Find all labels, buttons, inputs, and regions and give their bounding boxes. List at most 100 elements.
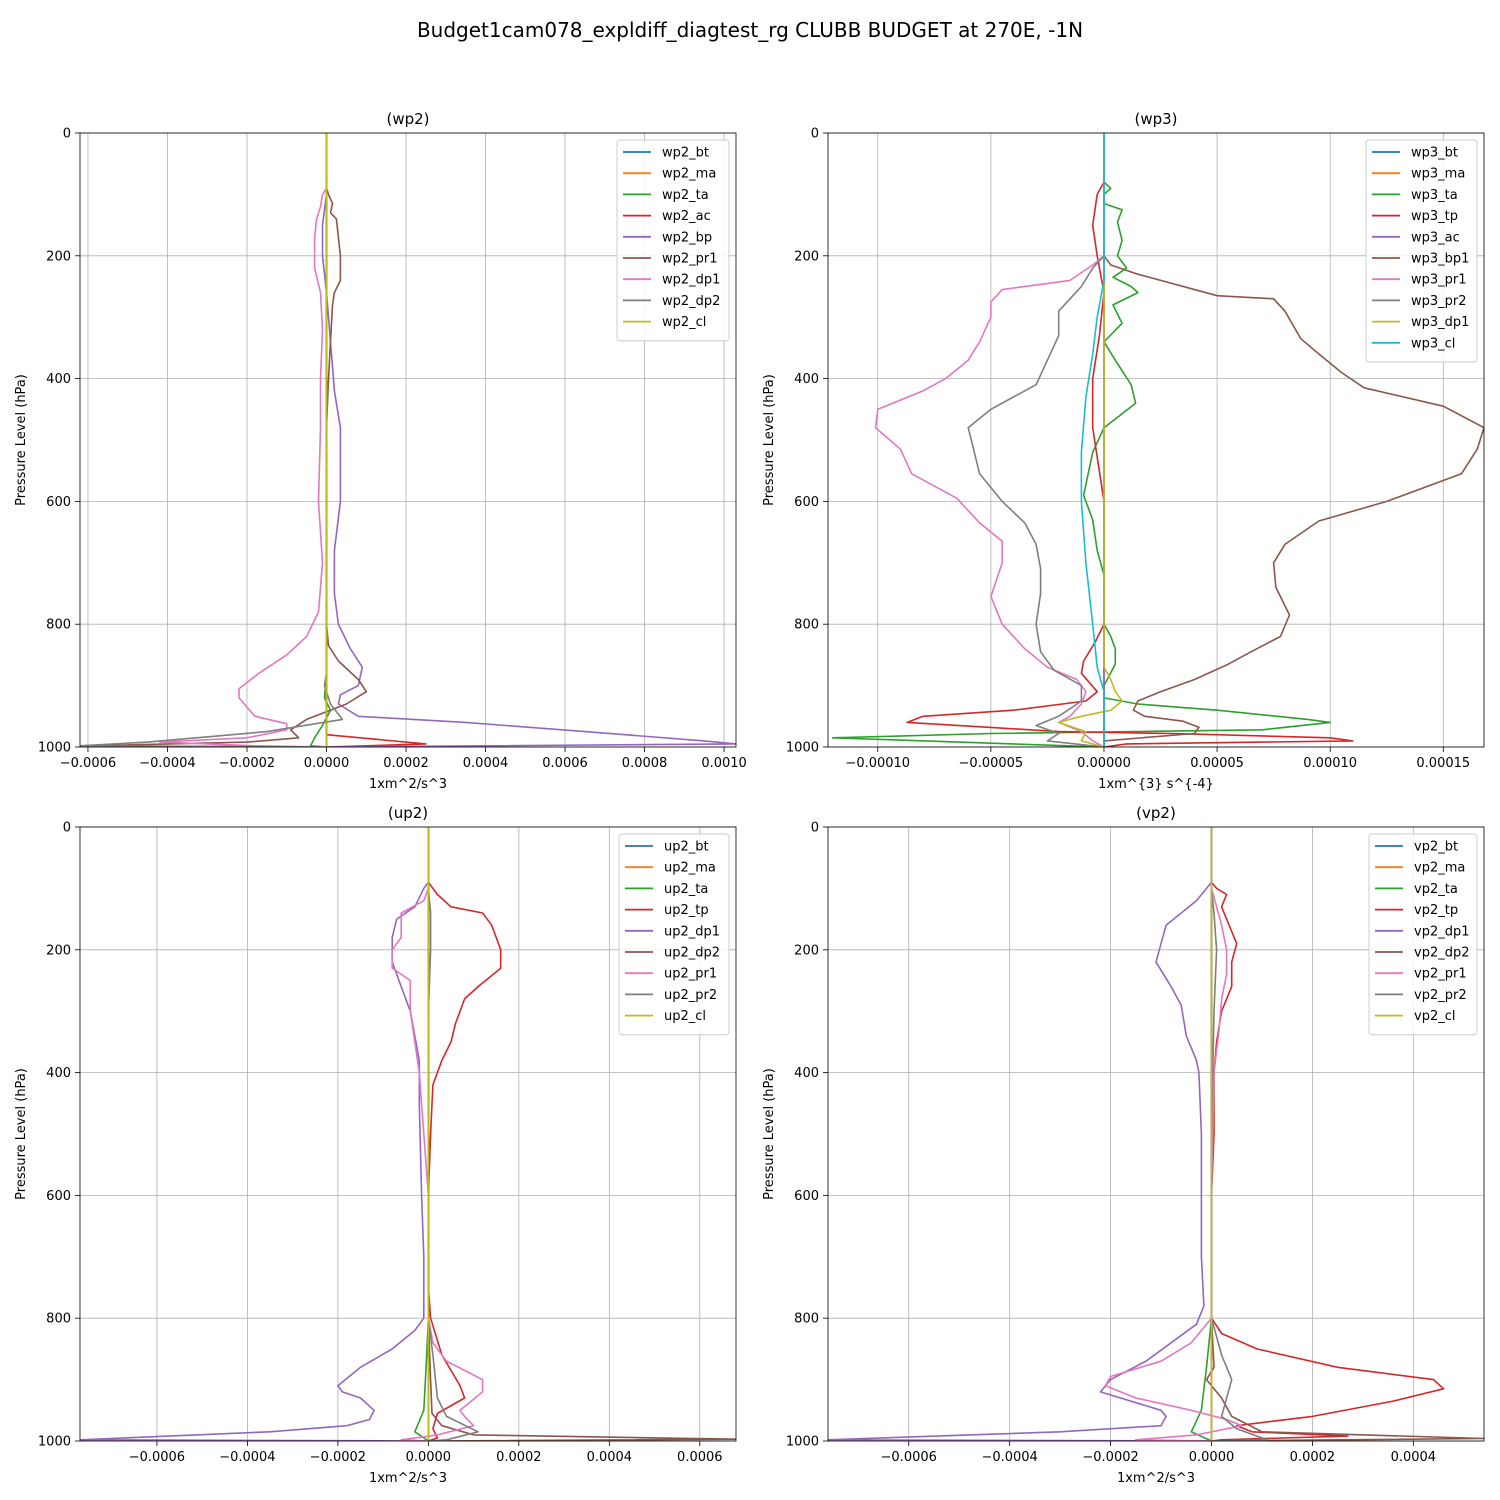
x-tick-label: 0.0006 [542,756,588,771]
y-tick-label: 600 [46,495,71,510]
legend-label: up2_cl [664,1009,706,1024]
series-group [828,827,1484,1441]
y-axis-label: Pressure Level (hPa) [762,1068,777,1200]
y-tick-label: 200 [46,249,71,264]
subplot-3: −0.0006 −0.0004 −0.0002 0.0000 0.0002 0.0004 0… [762,804,1485,1486]
legend-label: wp2_ac [662,209,711,224]
y-tick-label: 800 [794,1312,819,1327]
series-line-wp3_cl [1080,133,1105,747]
y-axis-label: Pressure Level (hPa) [14,1068,29,1200]
subplot-title: (wp3) [1134,110,1177,128]
legend-label: vp2_ma [1414,861,1465,876]
legend-label: wp2_bp [662,230,712,245]
x-tick-label: −0.0002 [310,1450,366,1465]
x-tick-label: 0.0000 [1189,1450,1235,1465]
y-tick-label: 0 [63,821,71,836]
subplot-1: −0.00010 −0.00005 0.00000 0.00005 0.00010 0.0… [762,110,1485,792]
legend-label: vp2_pr1 [1414,967,1467,982]
plot-frame [827,132,1485,748]
x-axis-label: 1xm^2/s^3 [369,1471,447,1486]
y-axis-label: Pressure Level (hPa) [762,374,777,506]
y-tick-label: 200 [794,249,819,264]
y-tick-label: 400 [46,1066,71,1081]
legend-label: wp3_dp1 [1411,315,1469,330]
legend-label: vp2_ta [1414,882,1458,897]
x-tick-label: 0.0004 [463,756,509,771]
plot-frame [79,132,737,748]
y-tick-label: 400 [794,372,819,387]
series-line-up2_dp1 [80,827,430,1441]
x-tick-label: −0.0006 [129,1450,185,1465]
legend-label: wp3_pr1 [1411,273,1467,288]
x-tick-label: 0.00015 [1416,756,1470,771]
series-group [80,133,736,747]
series-line-wp3_dp1 [1057,133,1123,747]
x-tick-label: −0.0004 [139,756,195,771]
x-tick-label: −0.00005 [959,756,1024,771]
legend-box [1368,833,1478,1036]
legend-label: vp2_pr2 [1414,988,1467,1003]
legend-label: wp2_dp1 [662,273,720,288]
x-tick-label: 0.00000 [1077,756,1131,771]
x-tick-label: 0.0006 [677,1450,723,1465]
x-tick-label: −0.00010 [845,756,910,771]
legend: wp2_bt wp2_ma wp2_ta wp2_ac wp2_bp wp2_pr1 wp2… [616,139,730,342]
y-tick-label: 0 [63,127,71,142]
series-line-vp2_dp2 [1205,827,1484,1441]
series-line-vp2_dp1 [828,827,1213,1441]
legend-label: up2_tp [664,903,709,918]
legend-label: wp3_pr2 [1411,294,1467,309]
x-tick-label: −0.0006 [881,1450,937,1465]
x-tick-label: −0.0002 [1082,1450,1138,1465]
y-axis-label: Pressure Level (hPa) [14,374,29,506]
legend-box [618,833,730,1036]
x-tick-label: 0.0000 [406,1450,452,1465]
x-tick-label: 0.0010 [701,756,747,771]
legend-label: vp2_tp [1414,903,1458,918]
series-line-up2_pr1 [391,827,484,1441]
plot-frame [79,826,737,1442]
legend-label: up2_bt [664,840,709,855]
x-tick-label: 0.0004 [587,1450,633,1465]
x-tick-label: 0.0002 [496,1450,542,1465]
y-tick-label: 1000 [38,741,71,756]
legend-label: wp2_dp2 [662,294,720,309]
series-group [831,133,1484,747]
legend-label: wp3_ta [1411,188,1458,203]
y-tick-label: 200 [46,943,71,958]
x-tick-label: −0.0004 [219,1450,275,1465]
legend-label: up2_ma [664,861,716,876]
legend-label: wp2_ma [662,167,716,182]
series-line-up2_tp [427,827,502,1441]
y-tick-label: 200 [794,943,819,958]
legend-label: wp2_bt [662,146,709,161]
legend-label: wp2_pr1 [662,252,718,267]
legend-label: wp3_bt [1411,146,1458,161]
legend-label: up2_pr1 [664,967,717,982]
plot-frame [827,826,1485,1442]
y-tick-label: 0 [811,821,819,836]
subplot-title: (vp2) [1136,804,1176,822]
legend-label: wp3_cl [1411,336,1455,351]
legend-box [616,139,730,342]
x-tick-label: 0.0002 [1290,1450,1336,1465]
y-tick-label: 800 [46,1312,71,1327]
x-tick-label: 0.0000 [304,756,350,771]
x-tick-label: −0.0002 [219,756,275,771]
legend-label: up2_pr2 [664,988,717,1003]
legend-label: vp2_dp1 [1414,924,1470,939]
x-tick-label: 0.00010 [1303,756,1357,771]
series-line-wp3_bp1 [1103,133,1484,747]
subplot-0: −0.0006 −0.0004 −0.0002 0.0000 0.0002 0.0004 0… [14,110,747,792]
x-axis-label: 1xm^2/s^3 [1117,1471,1195,1486]
legend-label: wp2_ta [662,188,709,203]
y-tick-label: 600 [794,1189,819,1204]
series-line-vp2_pr2 [1210,827,1268,1441]
legend-label: wp2_cl [662,315,706,330]
series-line-wp3_pr2 [967,133,1105,747]
x-axis-label: 1xm^2/s^3 [369,777,447,792]
legend: wp3_bt wp3_ma wp3_ta wp3_tp wp3_ac wp3_bp1 wp3… [1365,139,1478,363]
x-tick-label: −0.0006 [60,756,116,771]
y-tick-label: 800 [794,618,819,633]
